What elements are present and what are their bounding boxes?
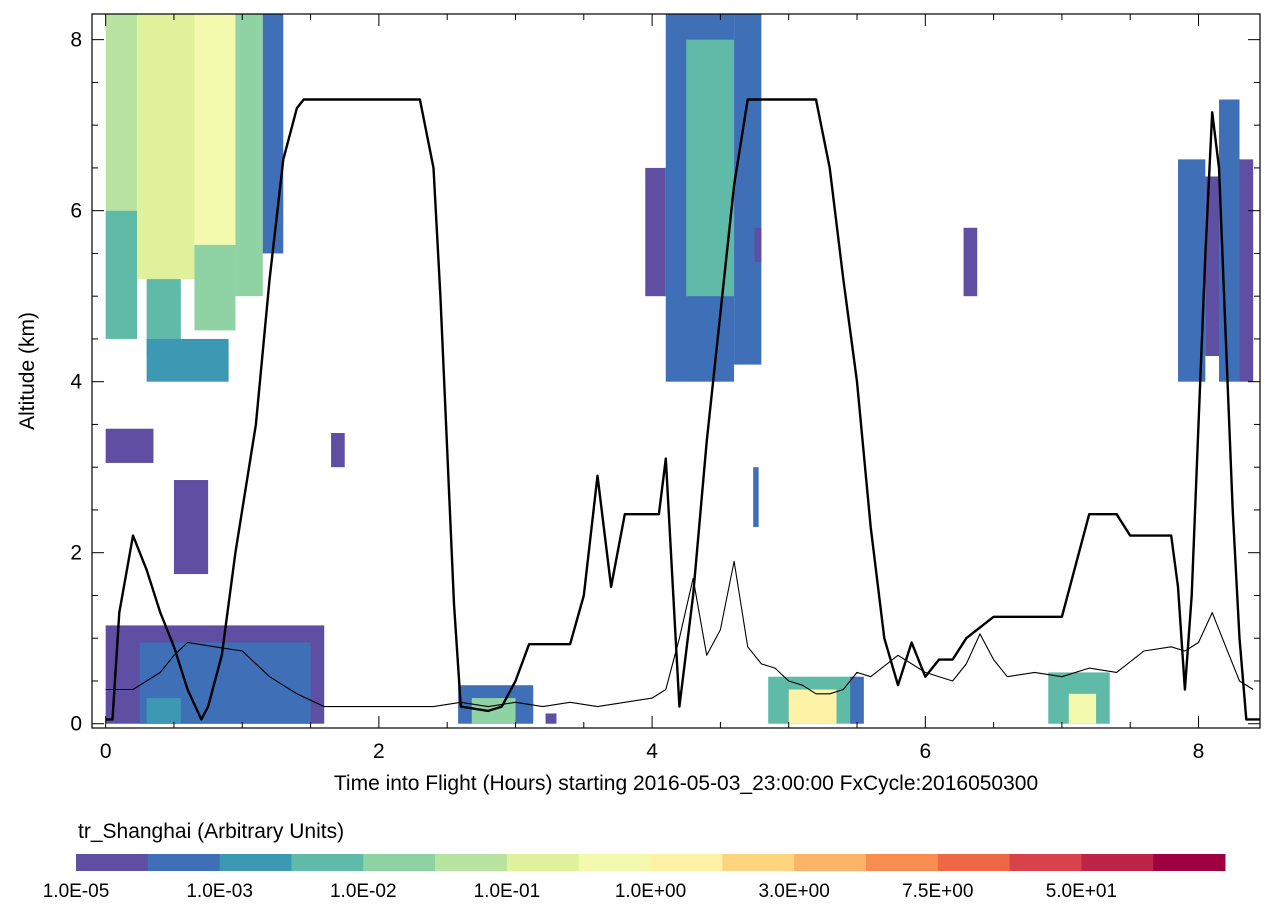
- colorbar-swatch: [1009, 854, 1082, 871]
- colorbar-tick-label: 1.0E-03: [186, 881, 253, 902]
- tracer-cell: [1205, 176, 1220, 357]
- colorbar-title: tr_Shanghai (Arbitrary Units): [78, 820, 344, 843]
- colorbar-tick-label: 7.5E+00: [902, 881, 973, 902]
- colorbar-swatch: [937, 854, 1011, 871]
- tracer-cell: [235, 14, 263, 297]
- colorbar-swatch: [506, 854, 580, 871]
- x-tick-label: 0: [100, 740, 112, 763]
- colorbar-swatch: [435, 854, 508, 871]
- colorbar-swatch: [794, 854, 867, 871]
- tracer-cell: [262, 14, 284, 254]
- tracer-cell: [963, 227, 978, 297]
- colorbar-swatch: [865, 854, 939, 871]
- y-tick-label: 2: [70, 542, 82, 565]
- tracer-cell: [105, 14, 138, 211]
- colorbar: 1.0E-05 1.0E-03 1.0E-02 1.0E-01 1.0E+00 3.0E+…: [43, 854, 1226, 902]
- tracer-field: [105, 14, 1254, 724]
- x-tick-label: 4: [646, 740, 658, 763]
- tracer-cell: [194, 14, 236, 245]
- tracer-cell: [105, 428, 154, 463]
- colorbar-tick-label: 5.0E+01: [1046, 881, 1117, 902]
- colorbar-swatch: [219, 854, 292, 871]
- tracer-cell: [788, 689, 837, 724]
- colorbar-tick-label: 1.0E+00: [615, 881, 686, 902]
- tracer-cell: [471, 698, 516, 724]
- y-tick-label: 6: [70, 200, 82, 223]
- colorbar-tick-label: 1.0E-05: [43, 881, 110, 902]
- tracer-cell: [194, 244, 236, 331]
- plot-frame: [91, 13, 1261, 729]
- colorbar-tick-label: 1.0E-01: [474, 881, 541, 902]
- tracer-cell: [146, 698, 181, 724]
- boundary-layer-line: [105, 560, 1254, 708]
- colorbar-swatch: [291, 854, 364, 871]
- y-tick-label: 4: [70, 371, 82, 394]
- colorbar-swatch: [650, 854, 723, 871]
- tracer-cell: [173, 480, 209, 575]
- tracer-cell: [1239, 159, 1254, 382]
- x-axis-title: Time into Flight (Hours) starting 2016-0…: [334, 772, 1038, 795]
- x-tick-label: 8: [1193, 740, 1205, 763]
- tracer-cell: [753, 467, 759, 528]
- colorbar-swatch: [1081, 854, 1154, 871]
- colorbar-swatch: [76, 854, 149, 871]
- colorbar-swatch: [1153, 854, 1226, 871]
- tracer-cell: [137, 14, 195, 280]
- colorbar-swatch: [722, 854, 795, 871]
- y-axis-title: Altitude (km): [16, 312, 39, 430]
- y-tick-label: 8: [70, 29, 82, 52]
- tracer-cell: [754, 227, 762, 262]
- flight-tracks: [105, 98, 1260, 721]
- x-tick-label: 6: [919, 740, 931, 763]
- tracer-cell: [1068, 693, 1097, 724]
- tracer-cell: [545, 713, 557, 724]
- axes: 0 2 4 6 8 0 2 4 6 8: [70, 14, 1260, 763]
- tracer-cell: [331, 432, 345, 468]
- tracer-cell: [105, 210, 138, 339]
- tracer-cell: [645, 167, 666, 297]
- colorbar-tick-label: 1.0E-02: [330, 881, 397, 902]
- tracer-cell: [850, 676, 864, 724]
- colorbar-swatch: [363, 854, 436, 871]
- x-tick-label: 2: [373, 740, 385, 763]
- tracer-cell: [734, 14, 762, 365]
- tracer-cell: [146, 338, 229, 382]
- flight-altitude-line: [105, 98, 1260, 721]
- colorbar-swatch: [578, 854, 651, 871]
- colorbar-swatch: [147, 854, 221, 871]
- y-tick-label: 0: [70, 713, 82, 736]
- colorbar-tick-label: 3.0E+00: [758, 881, 829, 902]
